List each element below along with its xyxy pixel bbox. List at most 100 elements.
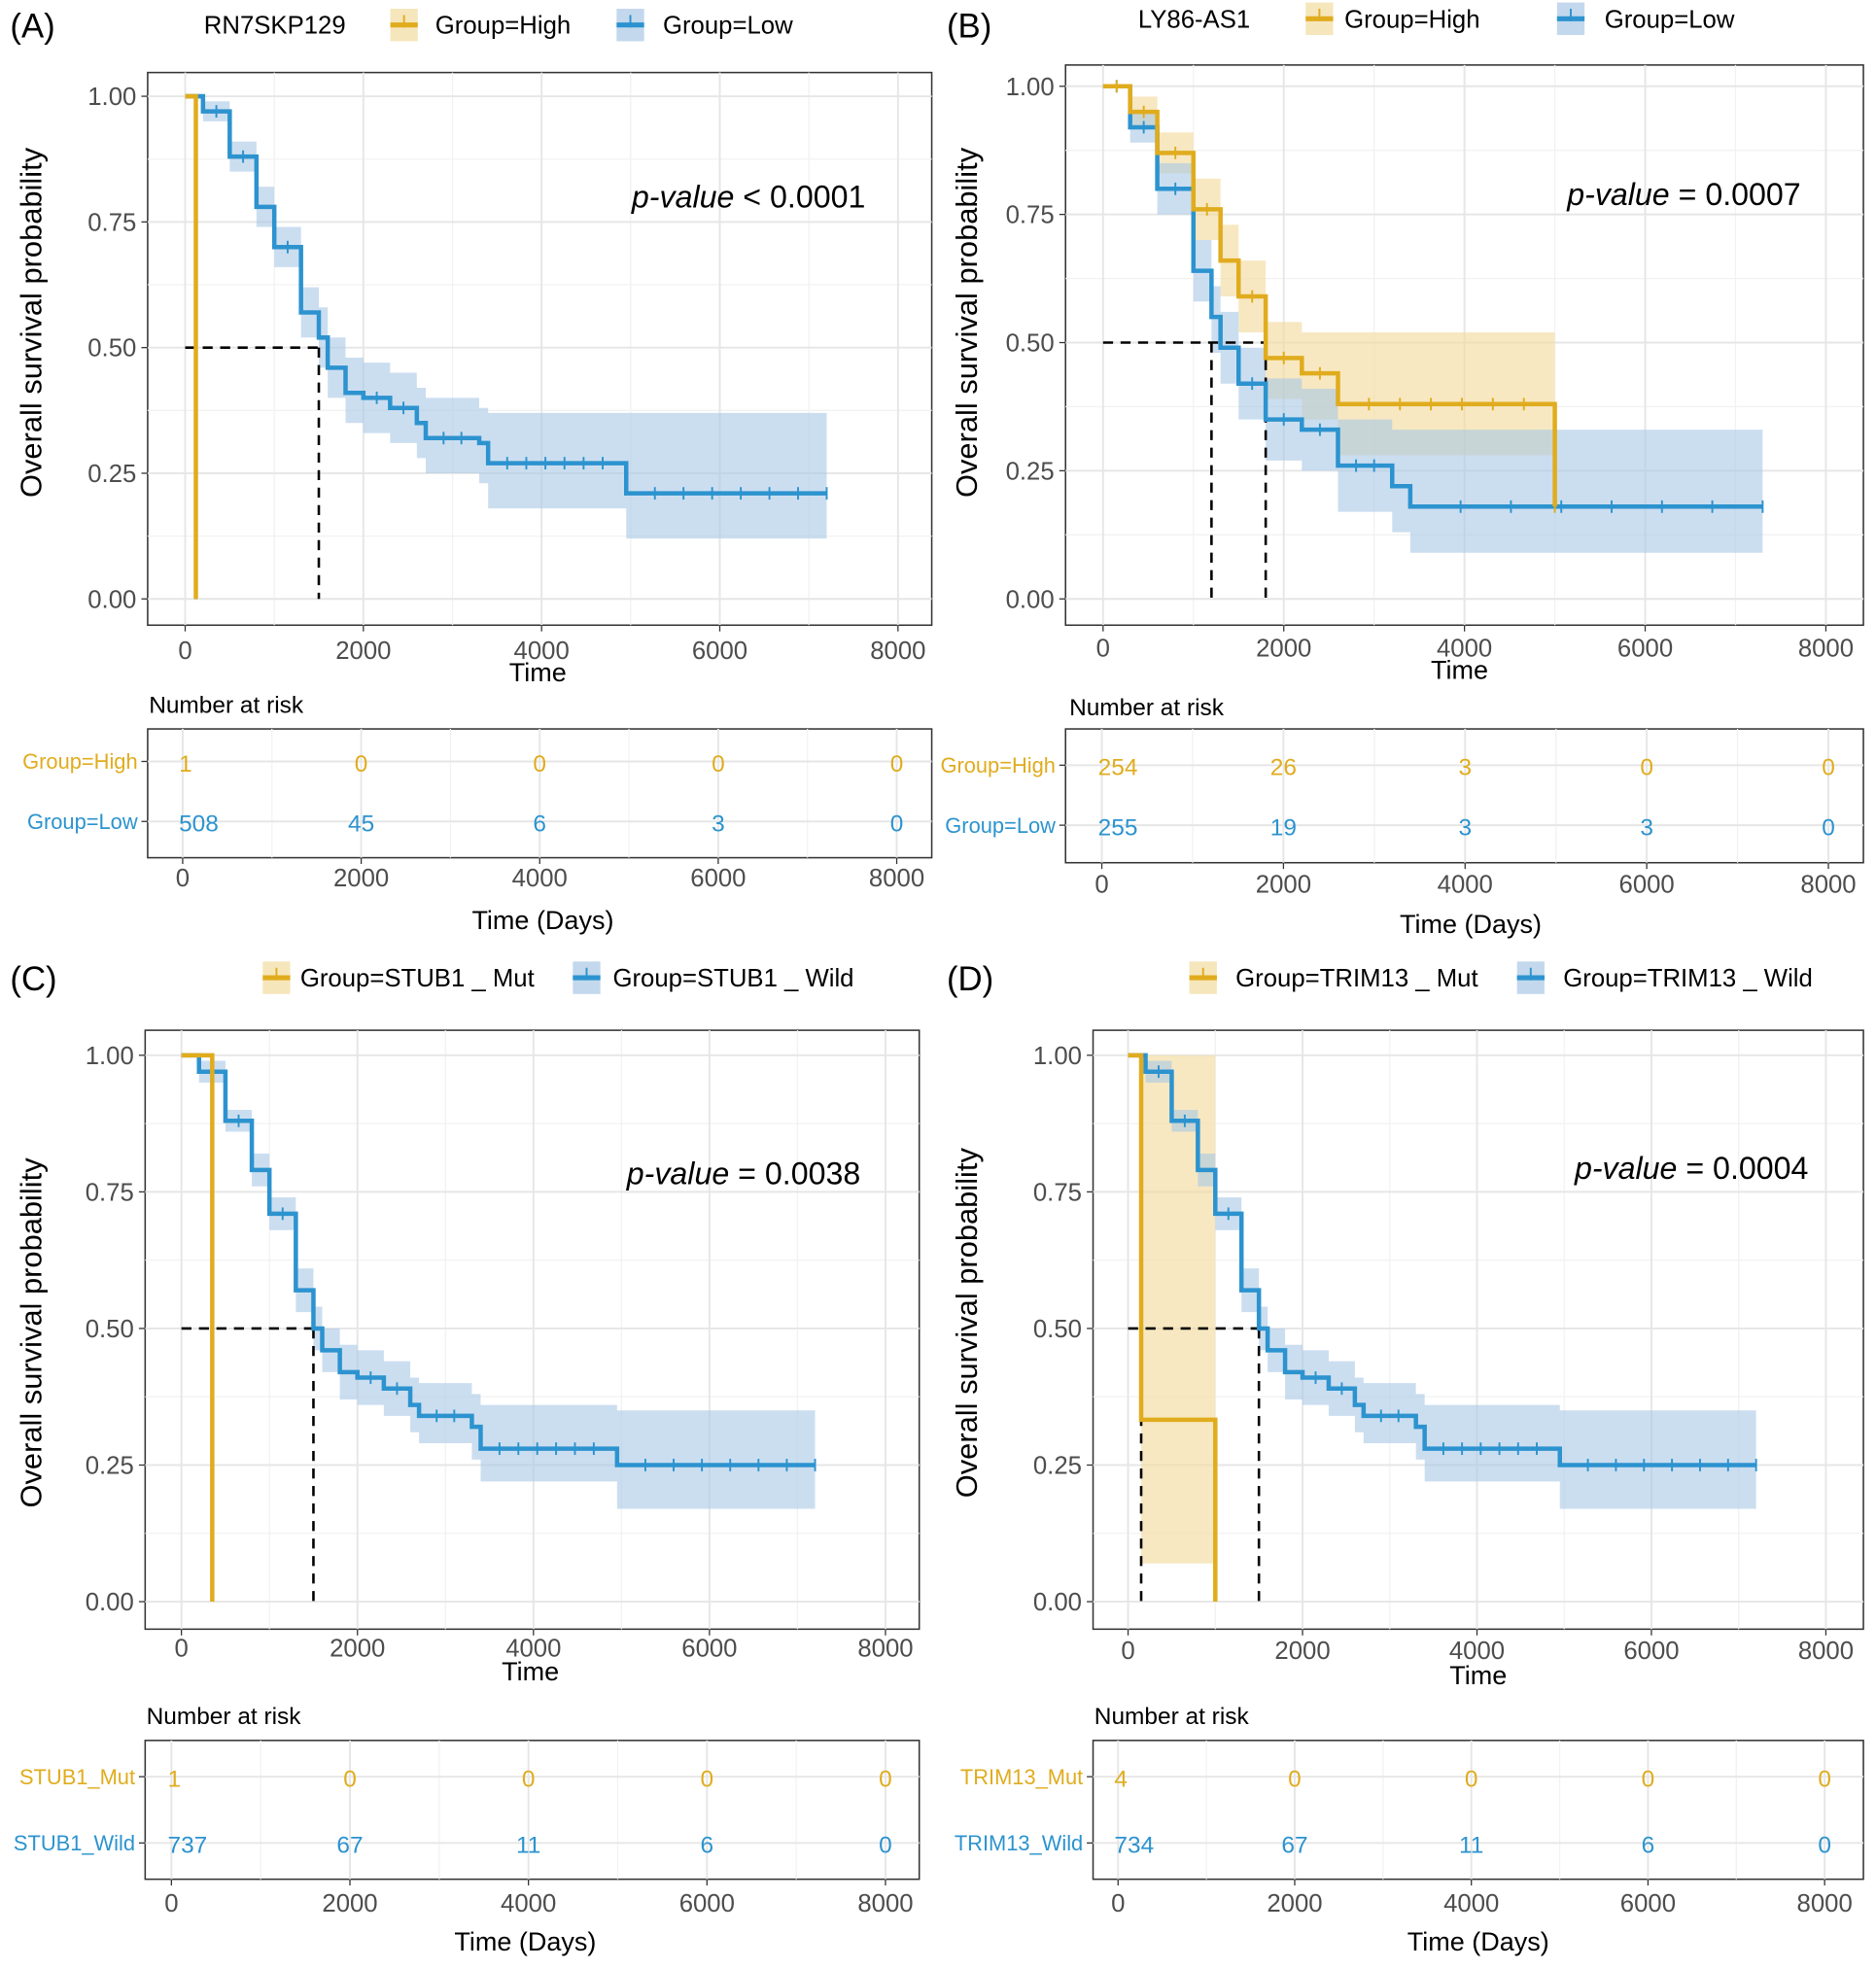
risk-x-tick-label: 6000	[690, 865, 746, 892]
risk-x-tick-label: 2000	[1256, 872, 1311, 899]
panel-label: (D)	[947, 961, 993, 998]
risk-x-tick-label: 8000	[857, 1890, 913, 1917]
x-tick-label: 6000	[1617, 635, 1673, 662]
legend-item: Group=TRIM13 _ Wild	[1516, 961, 1813, 994]
legend-item: Group=High	[1305, 2, 1480, 36]
risk-count: 11	[516, 1833, 540, 1859]
risk-count: 3	[1458, 755, 1472, 781]
risk-count: 3	[712, 811, 725, 838]
y-tick-label: 0.50	[86, 1316, 134, 1343]
risk-count: 0	[1822, 755, 1835, 781]
risk-count: 0	[1822, 814, 1835, 841]
x-tick-label: 2000	[330, 1636, 385, 1663]
risk-count: 508	[179, 811, 219, 838]
risk-row-label: Group=Low	[27, 810, 138, 834]
p-value-text: p-value = 0.0007	[1566, 177, 1800, 212]
legend-label: Group=STUB1 _ Wild	[613, 965, 854, 992]
risk-count: 26	[1270, 755, 1297, 781]
legend-title: LY86-AS1	[1138, 6, 1250, 33]
risk-count: 0	[701, 1766, 714, 1792]
risk-count: 0	[1642, 1766, 1655, 1792]
risk-count: 0	[533, 751, 546, 777]
confidence-band-0	[1128, 1054, 1216, 1564]
x-tick-label: 0	[1121, 1638, 1134, 1665]
risk-x-tick-label: 8000	[869, 865, 924, 892]
y-axis-label: Overall survival probability	[15, 1157, 49, 1508]
p-value-text: p-value = 0.0038	[626, 1156, 860, 1191]
risk-table-title: Number at risk	[149, 692, 304, 718]
survival-curve-0	[181, 1053, 215, 1603]
risk-count: 254	[1098, 755, 1138, 781]
y-tick-label: 0.00	[1033, 1589, 1082, 1616]
risk-x-axis-label: Time (Days)	[471, 906, 613, 935]
legend-label: Group=TRIM13 _ Wild	[1563, 965, 1813, 992]
risk-count: 0	[879, 1766, 892, 1792]
legend-item: Group=Low	[616, 9, 793, 42]
x-tick-label: 2000	[335, 638, 391, 665]
y-tick-label: 0.25	[1033, 1452, 1082, 1479]
km-panel-a: (A) RN7SKP129 Group=High Group=Low 0 2000 4000…	[10, 9, 933, 935]
y-tick-label: 0.25	[1006, 458, 1055, 485]
risk-x-axis-label: Time (Days)	[1407, 1927, 1549, 1956]
legend-item: Group=TRIM13 _ Mut	[1189, 961, 1478, 994]
risk-count: 0	[1640, 755, 1653, 781]
p-value-label: p-value	[1574, 1151, 1677, 1186]
risk-x-tick-label: 8000	[1800, 872, 1856, 899]
legend-item: Group=Low	[1556, 2, 1735, 36]
x-tick-label: 0	[174, 1636, 188, 1663]
risk-x-tick-label: 0	[164, 1890, 178, 1917]
risk-row-label: Group=High	[940, 753, 1055, 777]
risk-count: 0	[1288, 1766, 1302, 1792]
x-axis-label: Time	[1449, 1661, 1507, 1690]
p-value-label: p-value	[626, 1156, 729, 1191]
risk-x-tick-label: 0	[176, 865, 190, 892]
y-axis-label: Overall survival probability	[950, 1148, 984, 1499]
legend-label: Group=Low	[1605, 6, 1735, 33]
x-tick-label: 4000	[514, 638, 570, 665]
x-tick-label: 8000	[1798, 635, 1854, 662]
risk-count: 0	[343, 1766, 357, 1792]
risk-row-label: Group=High	[22, 749, 137, 774]
risk-x-tick-label: 2000	[333, 865, 389, 892]
y-tick-label: 1.00	[87, 84, 136, 111]
risk-x-tick-label: 8000	[1797, 1890, 1853, 1917]
legend-label: Group=TRIM13 _ Mut	[1235, 965, 1477, 992]
risk-count: 1	[167, 1766, 181, 1792]
p-value-number: = 0.0007	[1670, 177, 1801, 212]
x-tick-label: 4000	[1437, 635, 1492, 662]
risk-count: 6	[533, 811, 546, 838]
y-axis-label: Overall survival probability	[950, 147, 984, 498]
y-tick-label: 0.25	[87, 461, 136, 488]
risk-count: 4	[1114, 1766, 1128, 1792]
x-axis-label: Time	[1431, 656, 1488, 685]
risk-x-axis-label: Time (Days)	[454, 1927, 596, 1956]
legend-title: RN7SKP129	[204, 13, 346, 40]
x-tick-label: 4000	[1449, 1638, 1505, 1665]
legend-label: Group=High	[1344, 6, 1479, 33]
x-tick-label: 8000	[870, 638, 925, 665]
p-value-text: p-value < 0.0001	[631, 180, 865, 215]
y-tick-label: 1.00	[86, 1043, 134, 1070]
y-tick-label: 0.75	[86, 1179, 134, 1206]
y-tick-label: 0.75	[87, 209, 136, 236]
risk-table-title: Number at risk	[1094, 1704, 1250, 1730]
x-tick-label: 2000	[1256, 635, 1311, 662]
survival-curve-0	[185, 93, 198, 600]
risk-count: 0	[712, 751, 725, 777]
survival-curve-0	[1128, 1053, 1218, 1603]
risk-count: 3	[1458, 814, 1472, 841]
risk-count: 45	[348, 811, 374, 838]
risk-count: 0	[1818, 1833, 1831, 1859]
panel-label: (C)	[10, 961, 56, 998]
risk-count: 0	[1465, 1766, 1478, 1792]
y-tick-label: 0.00	[1006, 586, 1055, 613]
y-tick-label: 1.00	[1033, 1043, 1082, 1070]
risk-x-tick-label: 4000	[512, 865, 568, 892]
risk-count: 3	[1640, 814, 1653, 841]
survival-curve-1	[1128, 1053, 1756, 1467]
x-tick-label: 8000	[857, 1636, 913, 1663]
survival-curve-1	[181, 1053, 816, 1467]
risk-x-tick-label: 4000	[1438, 872, 1493, 899]
risk-count: 6	[701, 1833, 714, 1859]
legend-label: Group=Low	[663, 13, 793, 40]
